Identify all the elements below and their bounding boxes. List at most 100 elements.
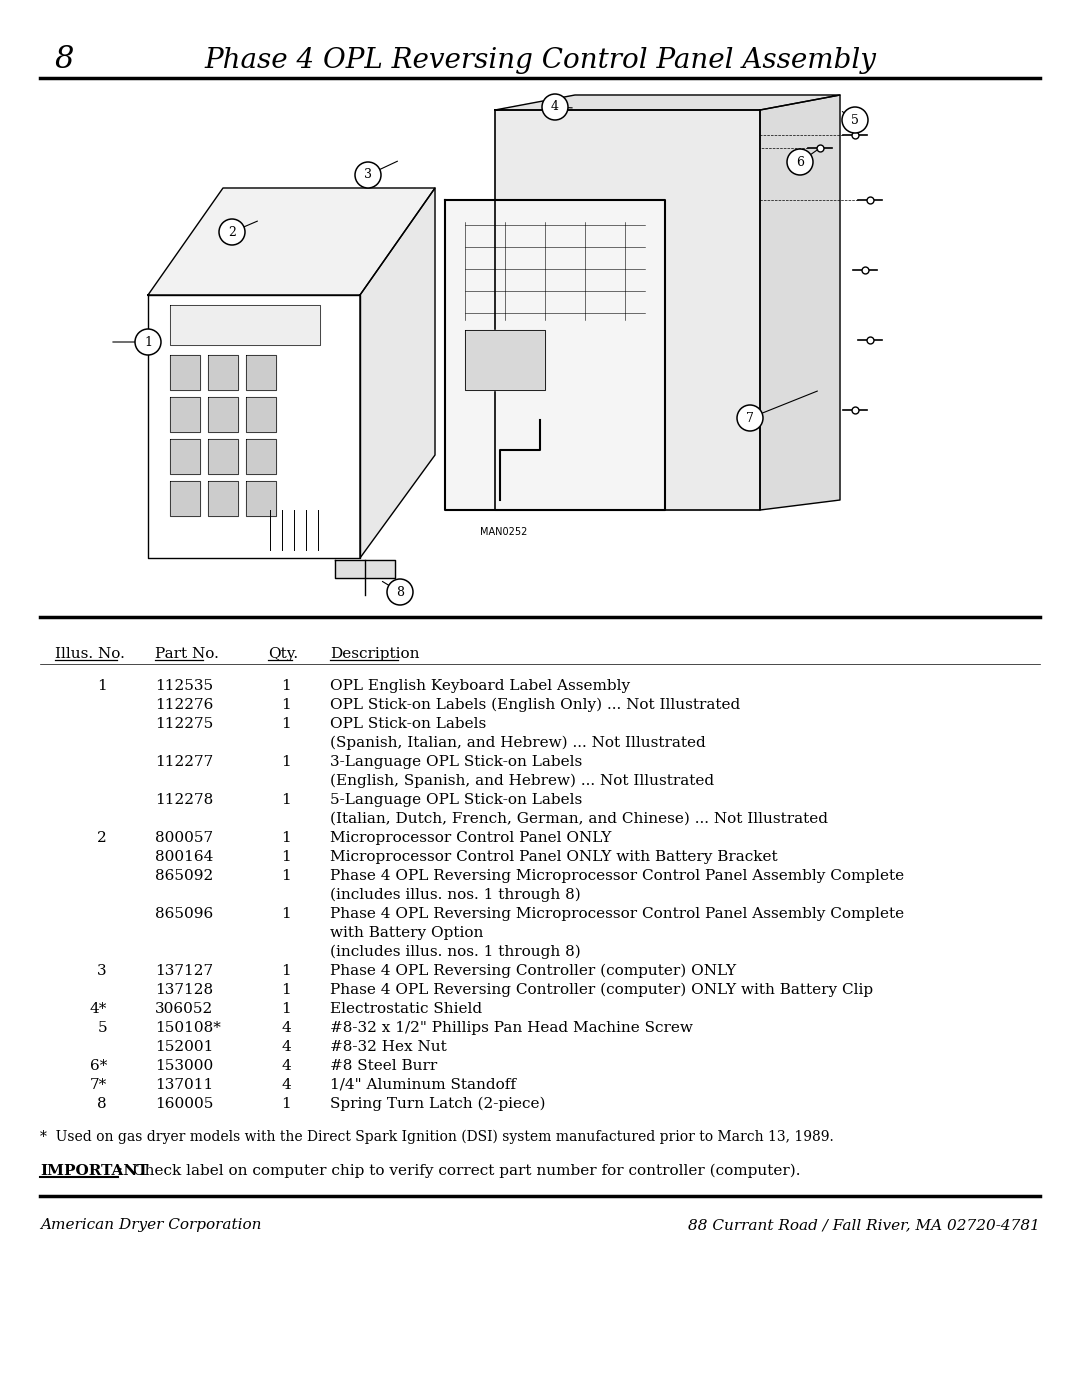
Polygon shape	[465, 330, 545, 390]
Text: 1: 1	[281, 1097, 291, 1111]
Text: 1: 1	[281, 849, 291, 863]
Text: 150108*: 150108*	[156, 1021, 221, 1035]
Polygon shape	[208, 355, 238, 390]
Text: 5: 5	[97, 1021, 107, 1035]
Polygon shape	[208, 397, 238, 432]
Circle shape	[135, 330, 161, 355]
Text: Electrostatic Shield: Electrostatic Shield	[330, 1002, 482, 1016]
Polygon shape	[208, 481, 238, 515]
Text: Microprocessor Control Panel ONLY with Battery Bracket: Microprocessor Control Panel ONLY with B…	[330, 849, 778, 863]
Text: 137011: 137011	[156, 1078, 213, 1092]
Text: 8: 8	[55, 45, 75, 75]
Text: Spring Turn Latch (2-piece): Spring Turn Latch (2-piece)	[330, 1097, 545, 1112]
Text: 3: 3	[364, 169, 372, 182]
Circle shape	[842, 108, 868, 133]
Text: 4: 4	[281, 1021, 291, 1035]
Polygon shape	[760, 95, 840, 510]
Text: 1: 1	[144, 335, 152, 348]
Text: 4: 4	[281, 1039, 291, 1053]
Text: 1/4" Aluminum Standoff: 1/4" Aluminum Standoff	[330, 1078, 516, 1092]
Text: Part No.: Part No.	[156, 647, 219, 661]
Text: with Battery Option: with Battery Option	[330, 926, 484, 940]
Text: 3: 3	[97, 964, 107, 978]
Text: 1: 1	[281, 907, 291, 921]
Circle shape	[787, 149, 813, 175]
Polygon shape	[148, 295, 360, 557]
Text: 112278: 112278	[156, 793, 213, 807]
Circle shape	[219, 219, 245, 244]
Polygon shape	[208, 439, 238, 474]
Polygon shape	[170, 355, 200, 390]
Text: 800057: 800057	[156, 831, 213, 845]
Text: 112275: 112275	[156, 717, 213, 731]
Circle shape	[387, 578, 413, 605]
Text: 865096: 865096	[156, 907, 213, 921]
Text: (English, Spanish, and Hebrew) ... Not Illustrated: (English, Spanish, and Hebrew) ... Not I…	[330, 774, 714, 788]
Text: 112277: 112277	[156, 754, 213, 768]
Text: IMPORTANT: IMPORTANT	[40, 1164, 149, 1178]
Text: 7: 7	[746, 412, 754, 425]
Text: Illus. No.: Illus. No.	[55, 647, 125, 661]
Text: 4: 4	[281, 1078, 291, 1092]
Polygon shape	[246, 439, 276, 474]
Text: 153000: 153000	[156, 1059, 213, 1073]
Text: (includes illus. nos. 1 through 8): (includes illus. nos. 1 through 8)	[330, 944, 581, 960]
Text: 4: 4	[551, 101, 559, 113]
Circle shape	[542, 94, 568, 120]
Text: OPL Stick-on Labels (English Only) ... Not Illustrated: OPL Stick-on Labels (English Only) ... N…	[330, 698, 740, 712]
Polygon shape	[246, 397, 276, 432]
Text: 112276: 112276	[156, 698, 214, 712]
Text: 4: 4	[281, 1059, 291, 1073]
Text: Phase 4 OPL Reversing Microprocessor Control Panel Assembly Complete: Phase 4 OPL Reversing Microprocessor Con…	[330, 907, 904, 921]
Text: 160005: 160005	[156, 1097, 214, 1111]
Text: #8-32 Hex Nut: #8-32 Hex Nut	[330, 1039, 447, 1053]
Circle shape	[737, 405, 762, 432]
Polygon shape	[445, 200, 665, 510]
Text: Phase 4 OPL Reversing Controller (computer) ONLY with Battery Clip: Phase 4 OPL Reversing Controller (comput…	[330, 983, 873, 997]
Text: #8 Steel Burr: #8 Steel Burr	[330, 1059, 437, 1073]
Text: Description: Description	[330, 647, 419, 661]
Text: American Dryer Corporation: American Dryer Corporation	[40, 1218, 261, 1232]
Polygon shape	[246, 355, 276, 390]
Text: Phase 4 OPL Reversing Control Panel Assembly: Phase 4 OPL Reversing Control Panel Asse…	[204, 46, 876, 74]
Text: 1: 1	[281, 964, 291, 978]
Text: 2: 2	[228, 225, 235, 239]
Text: Microprocessor Control Panel ONLY: Microprocessor Control Panel ONLY	[330, 831, 611, 845]
Text: 5: 5	[851, 113, 859, 127]
Polygon shape	[495, 110, 760, 510]
Text: 8: 8	[396, 585, 404, 598]
Text: 1: 1	[281, 793, 291, 807]
Circle shape	[355, 162, 381, 189]
Text: 6*: 6*	[90, 1059, 107, 1073]
Text: (Italian, Dutch, French, German, and Chinese) ... Not Illustrated: (Italian, Dutch, French, German, and Chi…	[330, 812, 828, 826]
Text: 1: 1	[281, 698, 291, 712]
Text: OPL Stick-on Labels: OPL Stick-on Labels	[330, 717, 486, 731]
Polygon shape	[170, 397, 200, 432]
Text: 7*: 7*	[90, 1078, 107, 1092]
Text: 1: 1	[281, 869, 291, 883]
Text: Phase 4 OPL Reversing Microprocessor Control Panel Assembly Complete: Phase 4 OPL Reversing Microprocessor Con…	[330, 869, 904, 883]
Polygon shape	[170, 481, 200, 515]
Polygon shape	[148, 189, 435, 295]
Text: 1: 1	[97, 679, 107, 693]
Polygon shape	[335, 560, 395, 578]
Text: 88 Currant Road / Fall River, MA 02720-4781: 88 Currant Road / Fall River, MA 02720-4…	[688, 1218, 1040, 1232]
Polygon shape	[246, 481, 276, 515]
Text: Phase 4 OPL Reversing Controller (computer) ONLY: Phase 4 OPL Reversing Controller (comput…	[330, 964, 737, 978]
Text: 112535: 112535	[156, 679, 213, 693]
Text: :  Check label on computer chip to verify correct part number for controller (co: : Check label on computer chip to verify…	[118, 1164, 800, 1179]
Text: 800164: 800164	[156, 849, 214, 863]
Text: #8-32 x 1/2" Phillips Pan Head Machine Screw: #8-32 x 1/2" Phillips Pan Head Machine S…	[330, 1021, 693, 1035]
Text: 137127: 137127	[156, 964, 213, 978]
Text: OPL English Keyboard Label Assembly: OPL English Keyboard Label Assembly	[330, 679, 630, 693]
Text: 8: 8	[97, 1097, 107, 1111]
Text: 3-Language OPL Stick-on Labels: 3-Language OPL Stick-on Labels	[330, 754, 582, 768]
Text: 1: 1	[281, 754, 291, 768]
Polygon shape	[170, 305, 320, 345]
Text: MAN0252: MAN0252	[480, 527, 527, 536]
Text: 306052: 306052	[156, 1002, 213, 1016]
Polygon shape	[495, 95, 840, 110]
Text: 4*: 4*	[90, 1002, 107, 1016]
Text: 1: 1	[281, 983, 291, 997]
Text: 1: 1	[281, 717, 291, 731]
